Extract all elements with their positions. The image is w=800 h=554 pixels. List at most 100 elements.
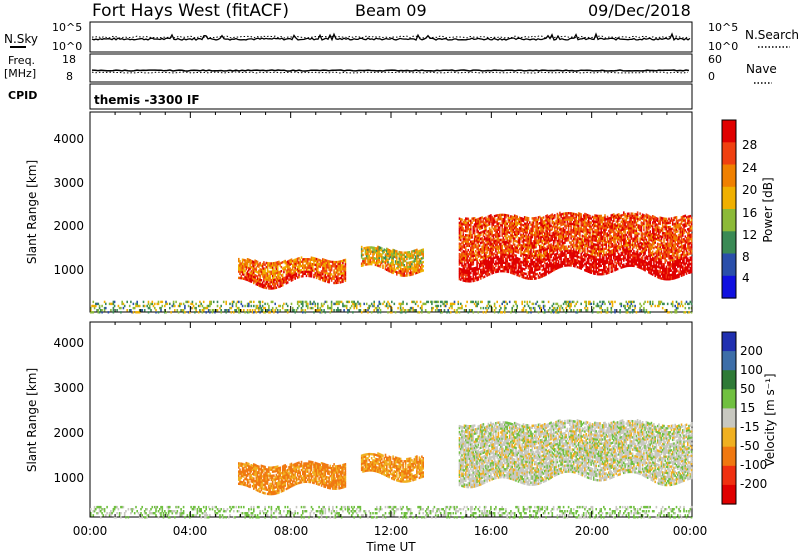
power-cell [545,250,547,253]
power-cell [362,249,364,252]
power-cell [393,266,396,269]
power-cell [597,271,600,274]
power-cell [305,258,308,261]
power-cell [601,231,604,234]
power-cell [669,242,671,245]
power-cell [560,255,562,258]
power-cell [655,273,658,276]
power-cell [592,255,595,258]
power-cell [564,222,566,226]
power-cell [467,238,470,241]
power-cell [643,239,645,242]
power-cell [658,228,660,231]
power-cell [280,274,283,277]
power-cell [521,248,523,252]
power-cell [461,245,463,248]
power-cell [615,262,618,265]
power-cell [576,228,579,231]
power-cell [477,249,480,252]
power-cell [517,241,520,244]
power-cell [337,281,339,284]
power-cell [656,250,659,254]
power-cell [276,267,279,270]
power-cell [406,274,408,277]
power-cell [532,229,535,233]
power-cell [585,269,587,272]
power-cell [579,243,581,247]
power-cell [651,250,654,253]
power-cell [659,247,661,251]
power-cell [307,272,309,275]
power-cell [587,241,590,244]
power-cell [281,277,284,281]
power-cell [458,234,461,237]
power-cell [643,268,645,271]
power-cell [614,235,616,239]
power-cell [604,228,606,232]
power-cell [536,272,539,276]
power-cell [653,219,655,223]
power-cell [546,249,549,253]
power-cell [586,232,589,235]
power-cell [465,221,467,224]
power-cell [629,264,631,267]
power-cell [590,265,592,268]
power-cell [523,224,526,227]
power-cell [601,254,604,257]
power-cell [530,233,532,237]
power-cell [496,262,498,265]
power-cell [271,274,274,278]
power-cell [587,254,590,257]
power-cell [589,264,591,268]
power-cell [525,239,527,242]
power-cell [584,258,586,261]
power-cell [536,256,539,259]
power-cell [587,224,590,228]
power-cell [265,266,268,269]
power-cell [640,260,643,264]
power-cell [609,233,611,236]
power-cell [253,275,255,278]
power-cell [502,249,505,252]
power-cell [648,244,650,247]
power-cell [615,220,618,223]
power-cell [599,227,601,230]
power-cell [582,258,585,261]
power-cell [536,264,539,267]
power-cell [419,266,422,269]
power-cell [535,254,537,257]
power-cell [520,252,522,255]
power-cell [664,223,666,227]
power-cell [526,254,529,257]
power-cell [344,275,347,278]
nsearch-label: N.Search [745,28,799,42]
power-cell [560,263,562,266]
power-cell [536,239,539,242]
power-cell [478,254,481,258]
nave-tick-top: 60 [708,53,722,66]
power-cell [515,215,517,218]
power-cell [473,225,476,228]
power-cell [561,219,564,222]
power-cell [546,262,549,265]
power-cell [418,268,421,271]
power-cell [566,212,569,215]
power-cell [414,255,417,258]
power-cell [523,251,526,254]
power-cell [608,269,610,272]
power-cell [526,248,529,251]
power-cell [671,252,674,255]
power-cell [398,261,401,264]
power-cell [462,273,465,276]
power-cell [246,276,249,280]
power-cell [649,221,651,225]
power-cell [587,218,590,221]
power-cell [273,270,275,273]
power-cell [276,271,279,274]
power-cell [609,252,611,255]
power-cell [399,257,402,260]
power-cell [596,227,599,230]
power-cell [487,234,490,237]
power-cell [536,231,539,234]
power-cell [591,234,594,237]
